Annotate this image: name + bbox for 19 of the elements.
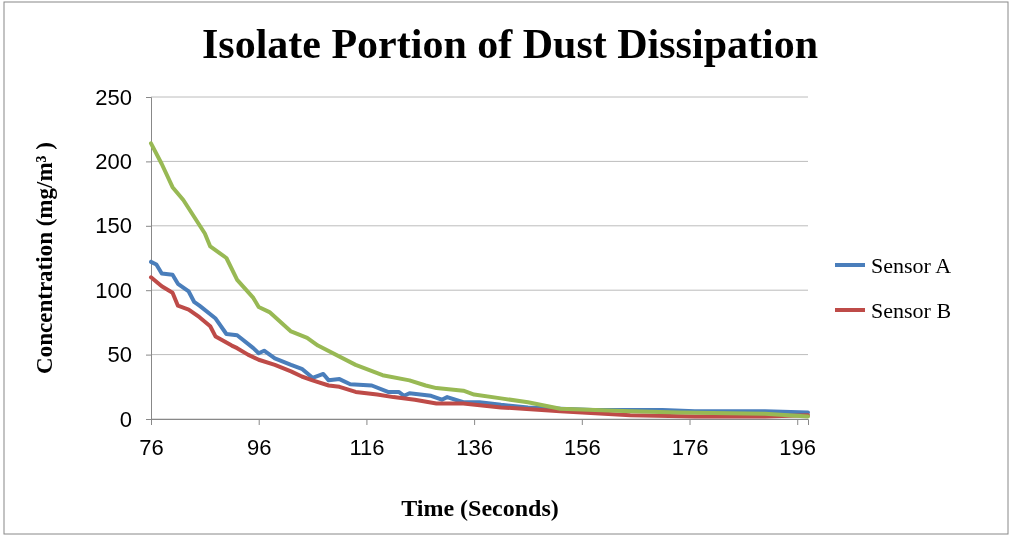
y-tick-label: 200 [95,148,132,174]
x-axis-title: Time (Seconds) [401,495,559,521]
y-axis-title: Concentration (mg/m³ ) [32,142,57,374]
y-tick-label: 150 [95,213,132,239]
x-tick-label: 76 [139,434,164,460]
legend-label: Sensor B [871,297,952,323]
y-tick-label: 50 [107,342,132,368]
line-series [149,141,810,419]
x-tick-label: 96 [246,434,272,460]
x-tick-label: 196 [779,434,817,460]
x-tick-label: 156 [563,434,601,460]
y-tick-label: 250 [95,84,132,110]
x-tick-label: 116 [349,434,385,460]
y-tick-label: 100 [95,277,132,303]
x-tick-label: 136 [456,434,493,460]
y-tick-label: 0 [119,406,132,432]
legend-label: Sensor A [871,252,952,278]
x-tick-label: 176 [671,434,709,460]
chart-title: Isolate Portion of Dust Dissipation [201,21,819,67]
